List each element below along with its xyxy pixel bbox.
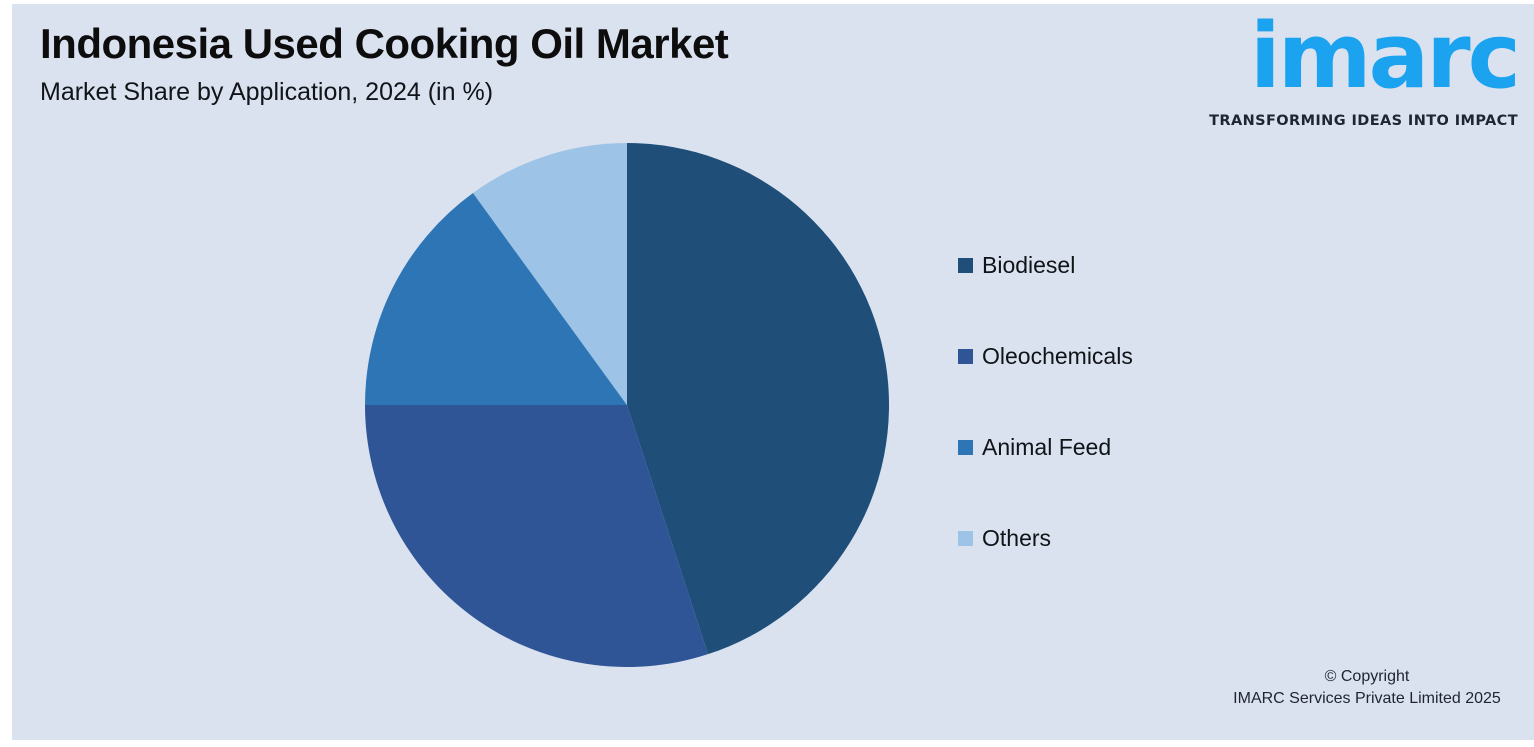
legend-label: Biodiesel [982,252,1076,278]
page-title: Indonesia Used Cooking Oil Market [40,20,729,67]
pie-slice-animal-feed [365,193,627,405]
legend-item-biodiesel: Biodiesel [958,251,1133,280]
legend-swatch-icon [958,349,973,364]
copyright-line2: IMARC Services Private Limited 2025 [1233,690,1501,707]
pie-slice-oleochemicals [365,405,708,668]
legend-label: Oleochemicals [982,343,1133,369]
pie-slice-biodiesel [627,143,890,655]
legend-item-oleochemicals: Oleochemicals [958,342,1133,371]
legend-label: Animal Feed [982,434,1112,460]
legend-swatch-icon [958,258,973,273]
legend-item-others: Others [958,524,1133,553]
imarc-logo-text: imarc [1249,4,1521,109]
imarc-logo-tagline: TRANSFORMING IDEAS INTO IMPACT [1209,112,1518,129]
legend: Biodiesel Oleochemicals Animal Feed Others [958,251,1133,553]
copyright-line1: © Copyright [1324,668,1410,685]
imarc-logo: imarc TRANSFORMING IDEAS INTO IMPACT [1209,2,1521,129]
legend-swatch-icon [958,440,973,455]
pie-chart [365,143,890,668]
pie-chart-svg [365,143,890,668]
pie-slice-others [473,143,627,405]
copyright-notice: © Copyright IMARC Services Private Limit… [1212,666,1522,710]
legend-label: Others [982,525,1052,551]
legend-swatch-icon [958,531,973,546]
legend-item-animal-feed: Animal Feed [958,433,1133,462]
page-subtitle: Market Share by Application, 2024 (in %) [40,78,494,106]
